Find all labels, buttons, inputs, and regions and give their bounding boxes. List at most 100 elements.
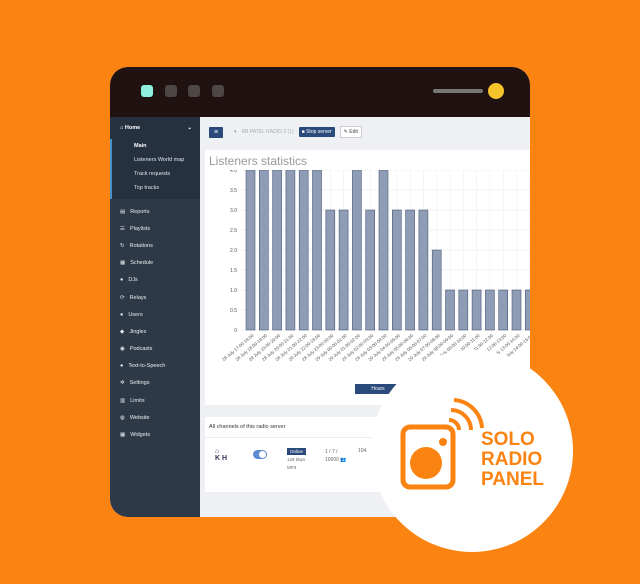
- sidebar-item-reports[interactable]: ▤ Reports: [110, 203, 200, 220]
- edit-button[interactable]: ✎ Edit: [339, 126, 362, 138]
- submenu-item[interactable]: Listeners World map: [134, 157, 185, 163]
- bar: [498, 289, 509, 331]
- y-tick-label: 1.0: [230, 288, 237, 294]
- stats-title: Listeners statistics: [209, 154, 308, 168]
- listeners-info: 1 / 7 / 10000 👥: [325, 448, 347, 464]
- y-tick-label: 4.0: [230, 170, 237, 174]
- sidebar-item-users[interactable]: ● Users: [110, 306, 200, 323]
- logo-text: SOLO RADIO PANEL: [481, 430, 544, 490]
- sidebar-item-label: Text-to-Speech: [128, 363, 166, 370]
- channel-toggle[interactable]: [253, 450, 267, 459]
- submenu-item[interactable]: Top tracks: [134, 185, 160, 191]
- bar: [378, 170, 389, 331]
- bar: [392, 209, 402, 331]
- sidebar: ⌂ Home ⌄ Main Listeners World map Track req…: [110, 117, 200, 517]
- bar: [312, 170, 322, 331]
- sidebar-item-website[interactable]: ◍ Website: [110, 409, 200, 426]
- users-icon: ●: [120, 311, 124, 318]
- bar: [458, 289, 469, 331]
- status-badge: Online: [287, 448, 307, 455]
- sidebar-item-limits[interactable]: ▥ Limits: [110, 392, 200, 409]
- sidebar-item-label: Playlists: [129, 225, 151, 232]
- hours-label: Hours: [371, 386, 385, 392]
- bar: [338, 209, 349, 331]
- bars-icon: ▥: [120, 397, 126, 404]
- y-tick-label: 3.5: [230, 188, 237, 194]
- sidebar-item-home[interactable]: ⌂ Home ⌄: [110, 117, 200, 139]
- bar: [245, 170, 256, 331]
- channels-title: All channels of this radio server: [205, 417, 530, 438]
- submenu-item[interactable]: Main: [134, 143, 147, 149]
- window-dot[interactable]: [141, 85, 153, 97]
- bar: [418, 209, 429, 331]
- sidebar-item-label: Settings: [129, 380, 150, 387]
- stop-server-button[interactable]: ■ Stop server: [298, 127, 335, 137]
- menu-toggle-button[interactable]: ≡: [209, 126, 223, 138]
- stop-label: Stop server: [306, 129, 332, 135]
- sidebar-item-playlists[interactable]: ☰ Playlists: [110, 220, 200, 237]
- y-tick-label: 1.5: [230, 268, 237, 274]
- window-dot[interactable]: [212, 85, 224, 97]
- bar: [325, 209, 336, 331]
- home-icon: ⌂: [120, 125, 124, 131]
- bar: [405, 209, 415, 331]
- sidebar-item-label: Rotations: [129, 242, 153, 249]
- sidebar-item-relays[interactable]: ⟳ Relays: [110, 289, 200, 306]
- bar: [524, 289, 530, 331]
- refresh-icon: ⟳: [120, 294, 125, 301]
- sidebar-item-widgets[interactable]: ▦ Widgets: [110, 426, 200, 443]
- caret-icon: ▾: [234, 129, 237, 135]
- app-window: ⌂ Home ⌄ Main Listeners World map Track req…: [110, 67, 530, 517]
- sidebar-item-label: Website: [129, 414, 150, 421]
- status-dot: [488, 83, 504, 99]
- radio-logo-icon: [400, 398, 484, 490]
- channel-info: Online 128 kbps MP3: [287, 448, 307, 472]
- listeners-max: 10000: [325, 457, 339, 463]
- sidebar-item-rotations[interactable]: ↻ Rotations: [110, 237, 200, 254]
- listeners-count: 1 / 7 /: [325, 449, 338, 455]
- podcast-icon: ◉: [120, 346, 125, 353]
- chart-icon: ▤: [120, 208, 126, 215]
- hours-button[interactable]: Hours: [355, 384, 401, 394]
- sidebar-item-settings[interactable]: ✲ Settings: [110, 375, 200, 392]
- sidebar-item-label: Podcasts: [129, 346, 153, 353]
- bar: [285, 170, 296, 331]
- sidebar-item-label: Limits: [130, 397, 145, 404]
- bar: [258, 170, 269, 331]
- mic-icon: ●: [120, 363, 124, 370]
- user-icon: ●: [120, 277, 124, 284]
- sidebar-item-text-to-speech[interactable]: ● Text-to-Speech: [110, 358, 200, 375]
- sidebar-item-podcasts[interactable]: ◉ Podcasts: [110, 341, 200, 358]
- frequency: 104.: [358, 448, 368, 454]
- sidebar-item-jingles[interactable]: ◆ Jingles: [110, 323, 200, 340]
- bar: [272, 170, 282, 331]
- logo-badge: SOLO RADIO PANEL: [371, 350, 573, 552]
- edit-label: Edit: [349, 129, 358, 135]
- sidebar-item-djs[interactable]: ● DJs: [110, 272, 200, 289]
- bar: [485, 289, 495, 331]
- calendar-icon: ▦: [120, 260, 126, 267]
- title-bar: [110, 67, 530, 117]
- bell-icon: ◆: [120, 328, 125, 335]
- sidebar-item-schedule[interactable]: ▦ Schedule: [110, 255, 200, 272]
- bar: [445, 289, 455, 331]
- format: MP3: [287, 465, 297, 470]
- submenu-item[interactable]: Track requests: [134, 171, 171, 177]
- bar: [298, 170, 309, 331]
- sidebar-item-label: Relays: [129, 294, 147, 301]
- users-icon: 👥: [340, 457, 347, 463]
- bar: [431, 249, 442, 331]
- sidebar-item-label: Reports: [130, 208, 150, 215]
- bar: [365, 209, 375, 331]
- logo-line: SOLO: [481, 429, 535, 450]
- bar: [352, 170, 362, 331]
- gear-icon: ✲: [120, 380, 125, 387]
- sidebar-item-label: Jingles: [129, 328, 147, 335]
- window-dot[interactable]: [165, 85, 177, 97]
- window-dot[interactable]: [188, 85, 200, 97]
- list-icon: ☰: [120, 225, 125, 232]
- sidebar-item-label: Schedule: [130, 260, 154, 267]
- bar: [471, 289, 482, 331]
- sidebar-item-label: Widgets: [130, 432, 151, 439]
- y-tick-label: 2.0: [230, 248, 237, 254]
